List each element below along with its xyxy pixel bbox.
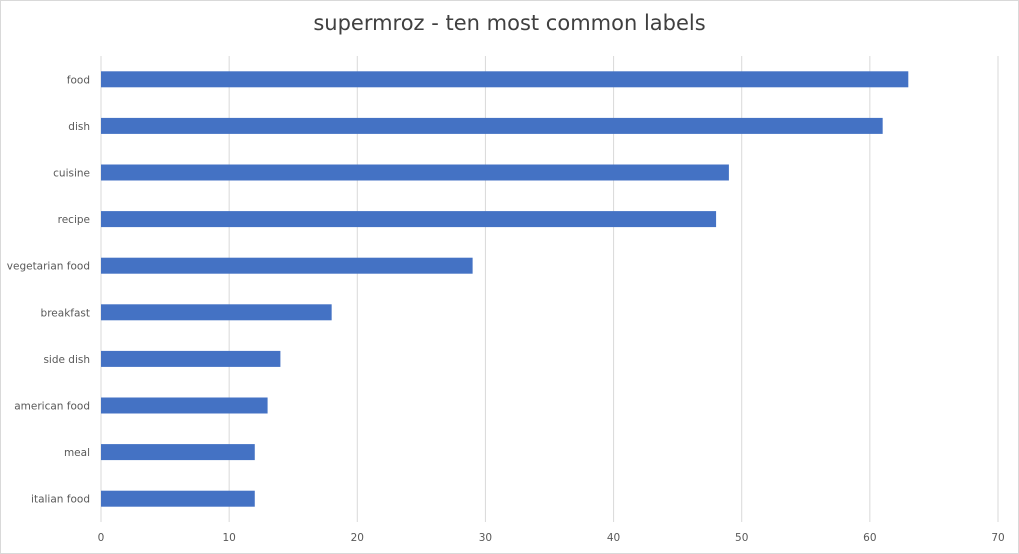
category-label: dish — [68, 121, 90, 133]
x-tick-label: 40 — [607, 532, 620, 544]
x-tick-label: 20 — [351, 532, 364, 544]
x-tick-label: 30 — [479, 532, 492, 544]
bar — [101, 350, 281, 367]
category-label: italian food — [31, 494, 90, 506]
bar — [101, 444, 255, 461]
bars — [101, 71, 909, 507]
category-label: recipe — [58, 214, 90, 226]
bar — [101, 164, 729, 181]
category-label: food — [67, 74, 90, 86]
bar — [101, 71, 909, 88]
category-label: meal — [64, 447, 90, 459]
x-tick-label: 10 — [222, 532, 235, 544]
x-tick-label: 60 — [863, 532, 876, 544]
category-label: american food — [14, 401, 90, 413]
x-tick-label: 0 — [98, 532, 105, 544]
x-tick-label: 70 — [991, 532, 1004, 544]
category-label: vegetarian food — [7, 261, 90, 273]
bar — [101, 117, 883, 134]
x-tick-label: 50 — [735, 532, 748, 544]
x-axis-ticks: 0 10 20 30 40 50 60 70 — [98, 532, 1005, 544]
category-label: side dish — [43, 354, 90, 366]
bar — [101, 490, 255, 507]
chart-title: supermroz - ten most common labels — [313, 11, 706, 35]
bar — [101, 211, 717, 228]
bar — [101, 304, 332, 321]
bar — [101, 397, 268, 414]
category-labels: food dish cuisine recipe vegetarian food brea… — [7, 74, 90, 505]
category-label: cuisine — [53, 168, 90, 180]
bar — [101, 257, 473, 274]
category-label: breakfast — [41, 307, 90, 319]
